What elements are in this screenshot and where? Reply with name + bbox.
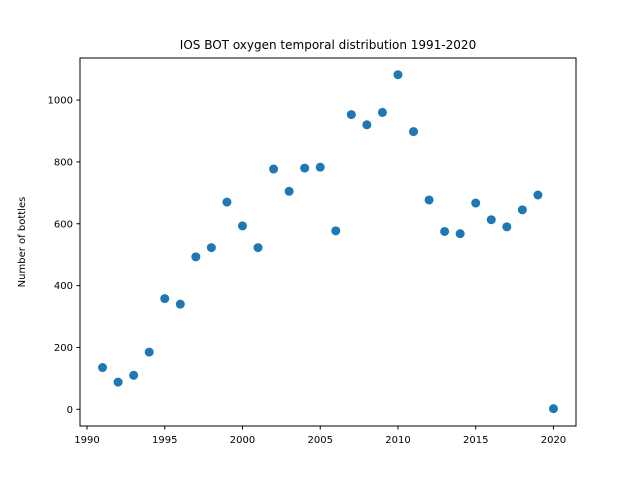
x-tick-label: 2020 bbox=[541, 435, 566, 446]
data-point bbox=[377, 107, 387, 117]
data-point bbox=[129, 370, 139, 380]
x-tick-label: 1995 bbox=[152, 435, 177, 446]
data-points bbox=[98, 70, 558, 414]
data-point bbox=[486, 215, 496, 225]
x-tick-label: 1990 bbox=[74, 435, 99, 446]
x-tick-label: 2015 bbox=[463, 435, 488, 446]
data-point bbox=[331, 226, 341, 236]
x-tick-label: 2005 bbox=[307, 435, 332, 446]
data-point bbox=[253, 243, 263, 253]
y-tick-label: 600 bbox=[54, 219, 73, 230]
data-point bbox=[362, 120, 372, 130]
data-point bbox=[98, 363, 108, 373]
data-point bbox=[206, 243, 216, 253]
data-point bbox=[409, 127, 419, 137]
data-point bbox=[517, 205, 527, 215]
y-axis: 0 200 400 600 800 1000 bbox=[48, 96, 80, 416]
data-point bbox=[440, 226, 450, 236]
data-point bbox=[144, 347, 154, 357]
y-tick-label: 1000 bbox=[48, 96, 73, 107]
data-point bbox=[502, 222, 512, 232]
data-point bbox=[175, 299, 185, 309]
x-tick-label: 2000 bbox=[230, 435, 255, 446]
data-point bbox=[455, 229, 465, 239]
data-point bbox=[548, 404, 558, 414]
data-point bbox=[471, 198, 481, 208]
data-point bbox=[222, 197, 232, 207]
x-tick-label: 2010 bbox=[385, 435, 410, 446]
plot-area-frame bbox=[79, 57, 577, 427]
data-point bbox=[300, 163, 310, 173]
y-tick-label: 0 bbox=[67, 405, 73, 416]
data-point bbox=[346, 110, 356, 120]
y-tick-label: 800 bbox=[54, 157, 73, 168]
data-point bbox=[191, 252, 201, 262]
x-axis: 1990 1995 2000 2005 2010 2015 2020 bbox=[74, 426, 566, 446]
y-tick-label: 400 bbox=[54, 281, 73, 292]
data-point bbox=[533, 190, 543, 200]
data-point bbox=[269, 164, 279, 174]
y-axis-label: Number of bottles bbox=[17, 197, 28, 288]
data-point bbox=[113, 377, 123, 387]
chart-title: IOS BOT oxygen temporal distribution 199… bbox=[180, 38, 476, 52]
data-point bbox=[424, 195, 434, 205]
data-point bbox=[237, 221, 247, 231]
data-point bbox=[284, 186, 294, 196]
data-point bbox=[315, 162, 325, 172]
data-point bbox=[393, 70, 403, 80]
data-point bbox=[160, 294, 170, 304]
y-tick-label: 200 bbox=[54, 343, 73, 354]
